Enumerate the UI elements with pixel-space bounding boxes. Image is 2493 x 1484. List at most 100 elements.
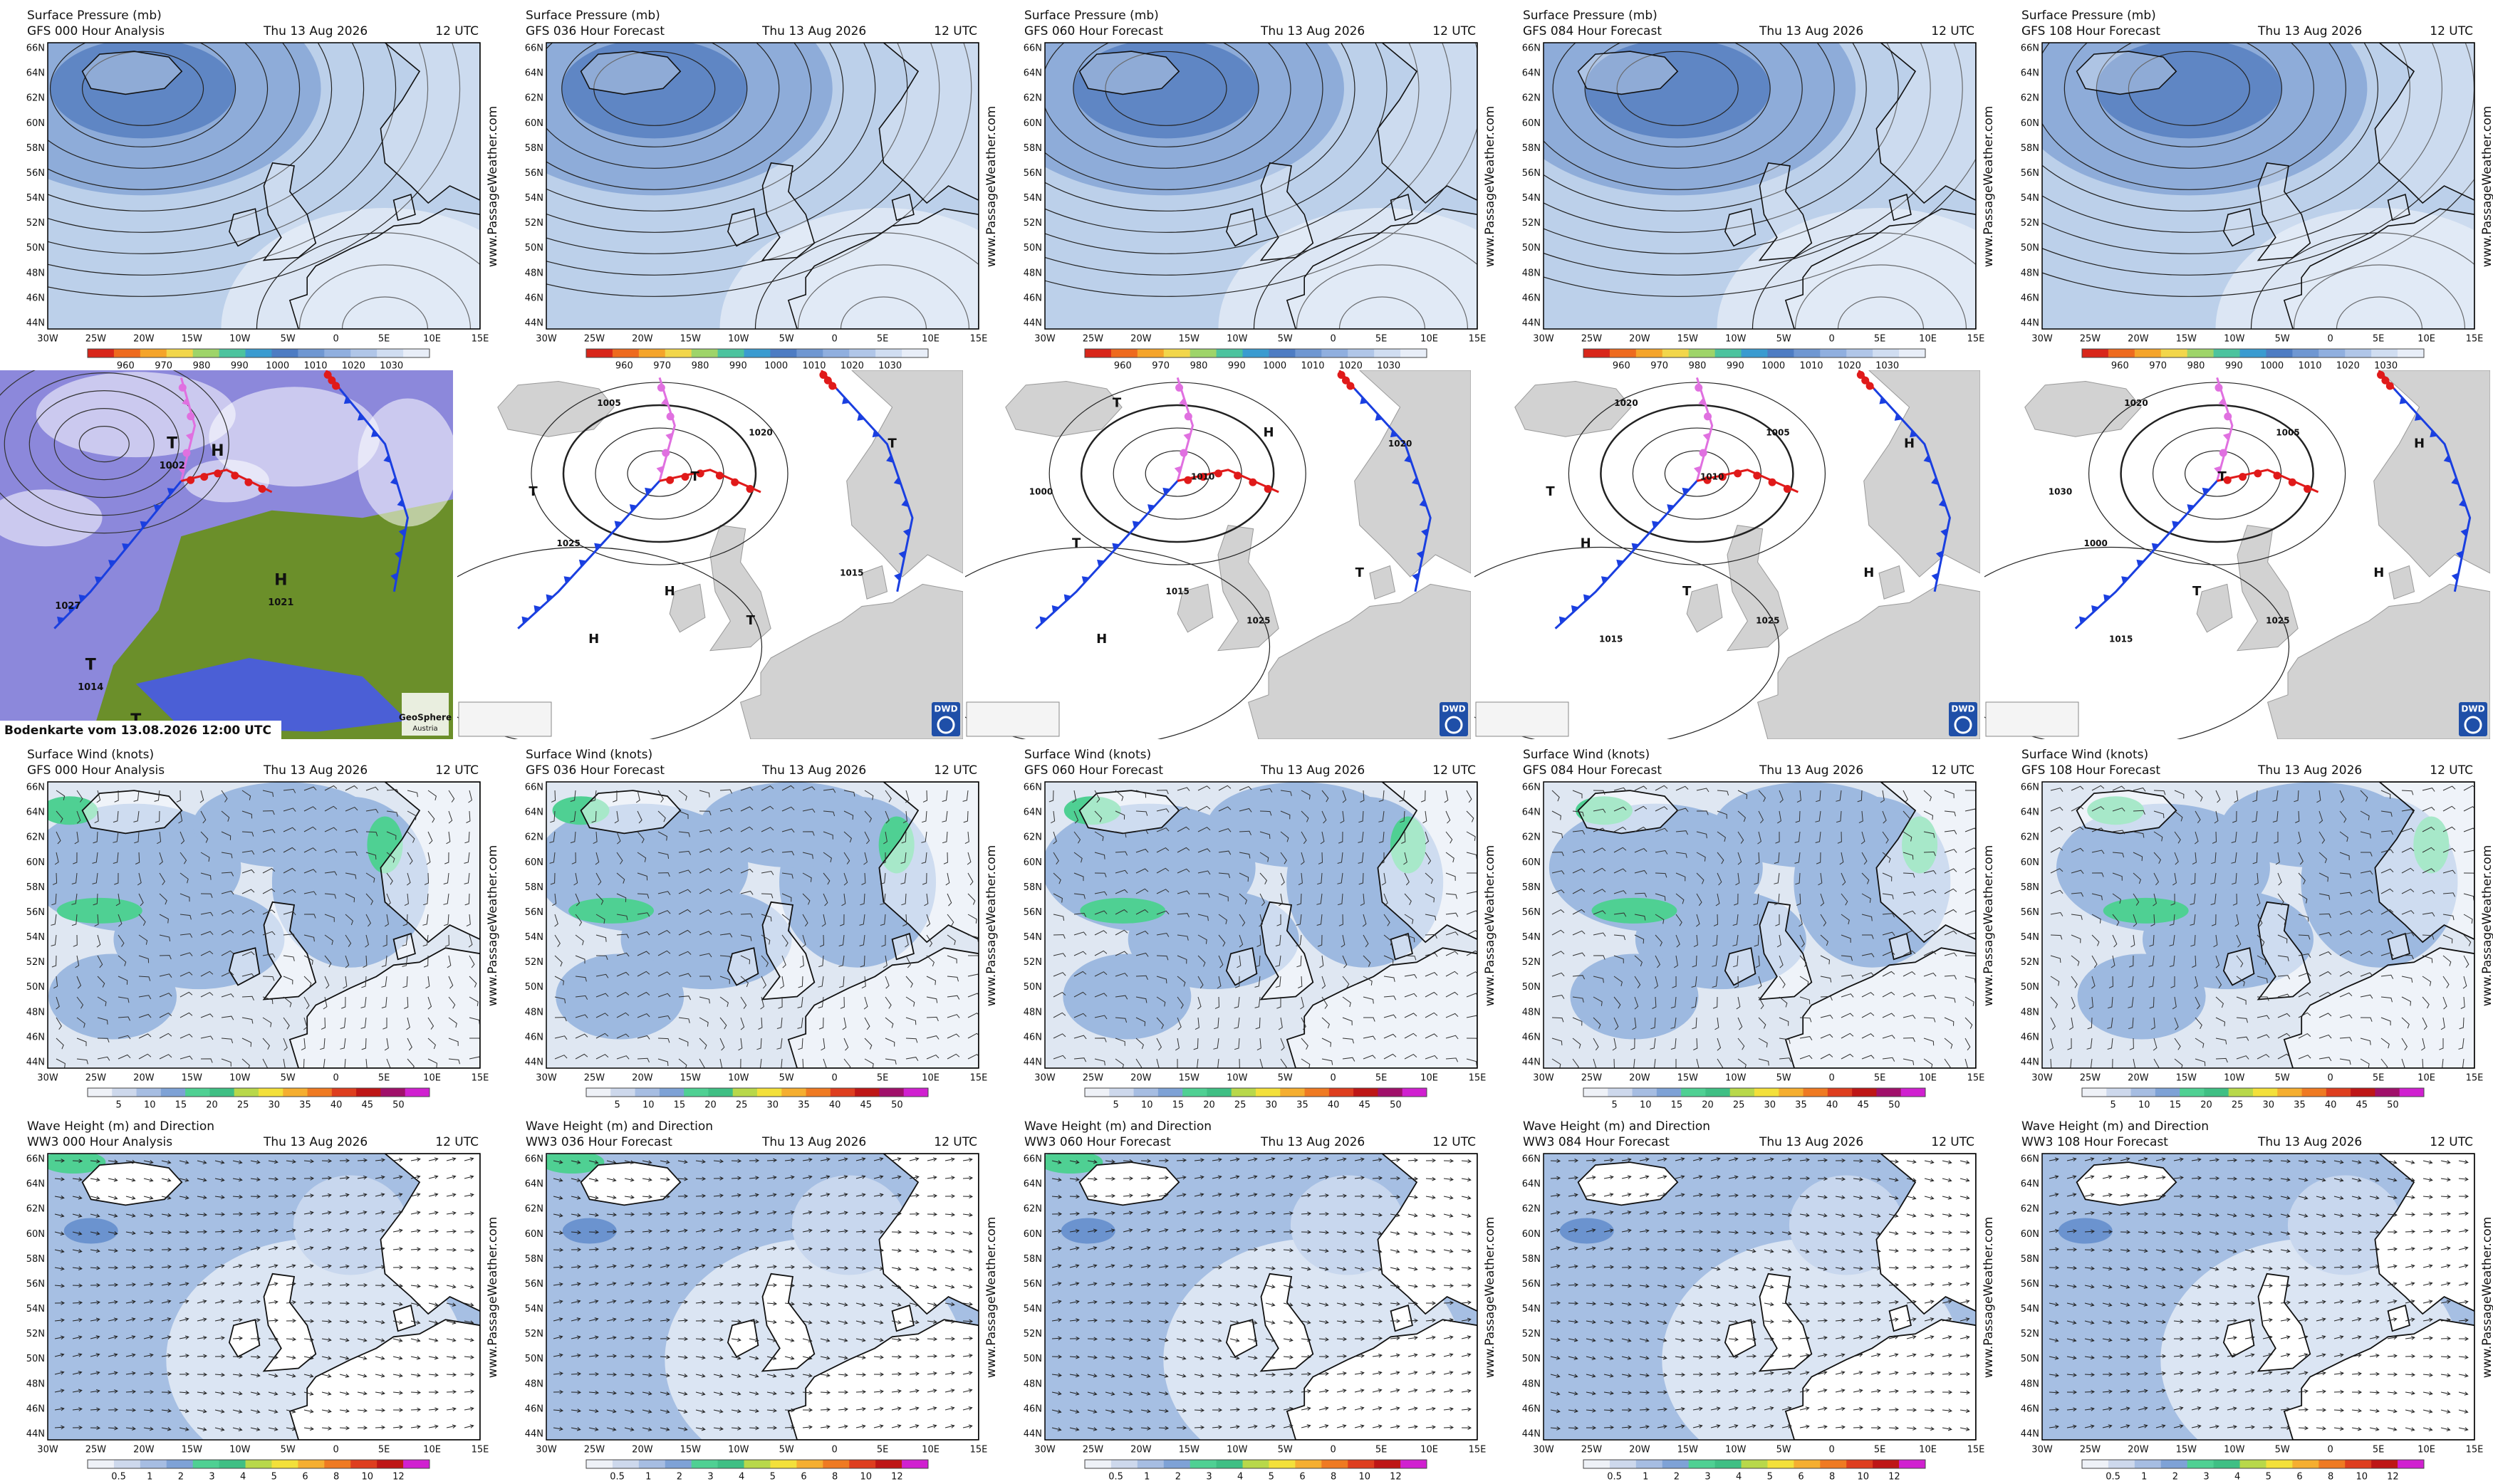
colorbar-label: 970 [2149, 361, 2167, 372]
wave-arrow [909, 1406, 920, 1411]
wind-barb [885, 790, 892, 803]
wind-barb [466, 914, 471, 927]
wave-arrow [2049, 1390, 2060, 1395]
wind-barb [93, 831, 98, 844]
lon-label: 15E [1469, 334, 1487, 345]
wave-arrow [660, 1336, 671, 1341]
wind-barb [1239, 934, 1244, 948]
isobar [49, 43, 236, 147]
wind-barb [118, 1054, 131, 1060]
wave-arrow [891, 1266, 902, 1271]
panel-title: Surface Pressure (mb) [1523, 9, 1657, 23]
wave-arrow [1657, 1320, 1667, 1324]
wind-barb [1358, 810, 1364, 823]
wave-arrow [2209, 1284, 2219, 1289]
wave-arrow [1728, 1267, 1739, 1271]
wind-barb [1634, 976, 1641, 988]
wave-arrow [1764, 1285, 1774, 1289]
wind-barb [1613, 996, 1621, 1009]
wave-arrow [410, 1425, 421, 1429]
wave-arrow [2066, 1265, 2078, 1270]
wave-arrow [375, 1211, 385, 1215]
lat-label: 56N [1024, 907, 1042, 918]
wave-arrow [392, 1283, 404, 1288]
wave-arrow [161, 1248, 172, 1252]
wave-arrow [2440, 1391, 2451, 1396]
lon-label: 20W [133, 1073, 155, 1084]
lon-label: 0 [333, 1073, 339, 1084]
map [2042, 1154, 2474, 1440]
wind-barb [883, 955, 888, 968]
wave-arrow [1194, 1158, 1204, 1162]
land [1286, 947, 1477, 1068]
wave-arrow [2405, 1427, 2415, 1431]
wave-arrow [108, 1196, 118, 1200]
wind-barb [781, 955, 786, 968]
wind-patch [1714, 782, 1900, 868]
wave-arrow [339, 1409, 350, 1414]
front-triangle [182, 397, 189, 406]
wave-arrow [232, 1212, 244, 1216]
colorbar-segment [1328, 1088, 1354, 1097]
lon-label: 10E [423, 1445, 441, 1456]
front-triangle [629, 504, 637, 512]
wind-barb [2442, 934, 2453, 944]
wave-arrow [2280, 1283, 2291, 1287]
land [1354, 370, 1471, 578]
wind-barb [1712, 934, 1718, 947]
lat-label: 48N [26, 1007, 45, 1018]
front-triangle [656, 466, 664, 474]
wave-arrow [125, 1213, 136, 1218]
wind-barb [1655, 934, 1662, 947]
wave-arrow [660, 1177, 670, 1181]
wave-arrow [2102, 1175, 2113, 1179]
wave-arrow [108, 1300, 118, 1305]
wave-arrow [2173, 1193, 2185, 1198]
wave-arrow [1835, 1335, 1846, 1340]
colorbar-label: 1030 [380, 361, 403, 372]
wave-arrow [1212, 1391, 1222, 1395]
wind-barb [678, 1017, 690, 1023]
wave-arrow [838, 1247, 849, 1252]
wave-arrow [1301, 1302, 1311, 1307]
wave-arrow [1799, 1424, 1810, 1429]
wave-arrow [72, 1177, 83, 1182]
land [2257, 162, 2311, 261]
front-bump [1234, 471, 1242, 480]
wave-arrow [2316, 1248, 2326, 1253]
wave-arrow [1158, 1228, 1169, 1233]
wave-arrow [161, 1371, 172, 1376]
wind-barb [1279, 893, 1283, 906]
wave-arrow [802, 1338, 813, 1342]
wave-arrow [1853, 1177, 1863, 1181]
wind-barb [324, 914, 335, 922]
wind-barb [179, 1012, 193, 1018]
colorbar-segment [1779, 1088, 1804, 1097]
wave-arrow [197, 1427, 207, 1431]
wave-arrow [1710, 1248, 1721, 1253]
colorbar-segment [1688, 349, 1716, 357]
wind-barb [2133, 1058, 2136, 1068]
wind-barb [1156, 1017, 1164, 1030]
wave-arrow [1087, 1211, 1098, 1216]
front-triangle [1651, 521, 1660, 528]
wave-arrow [962, 1371, 973, 1375]
wind-barb [2257, 914, 2263, 927]
map [546, 782, 979, 1068]
wind-barb [1675, 914, 1682, 926]
front-triangle [397, 498, 405, 508]
colorbar-segment [113, 349, 141, 357]
lat-label: 44N [1024, 318, 1042, 329]
wind-barb [56, 1058, 66, 1068]
colorbar-frame [585, 1087, 929, 1097]
wind-barb [2190, 934, 2196, 947]
wind-barb [2107, 1038, 2113, 1050]
wave-arrow [2369, 1390, 2380, 1395]
wave-arrow [250, 1391, 261, 1396]
wind-barb [221, 890, 234, 895]
lon-label: 25W [85, 1073, 107, 1084]
wave-arrow [197, 1212, 208, 1217]
wave-arrow [1746, 1230, 1756, 1235]
isobar [48, 43, 301, 190]
lon-label: 0 [832, 334, 838, 345]
